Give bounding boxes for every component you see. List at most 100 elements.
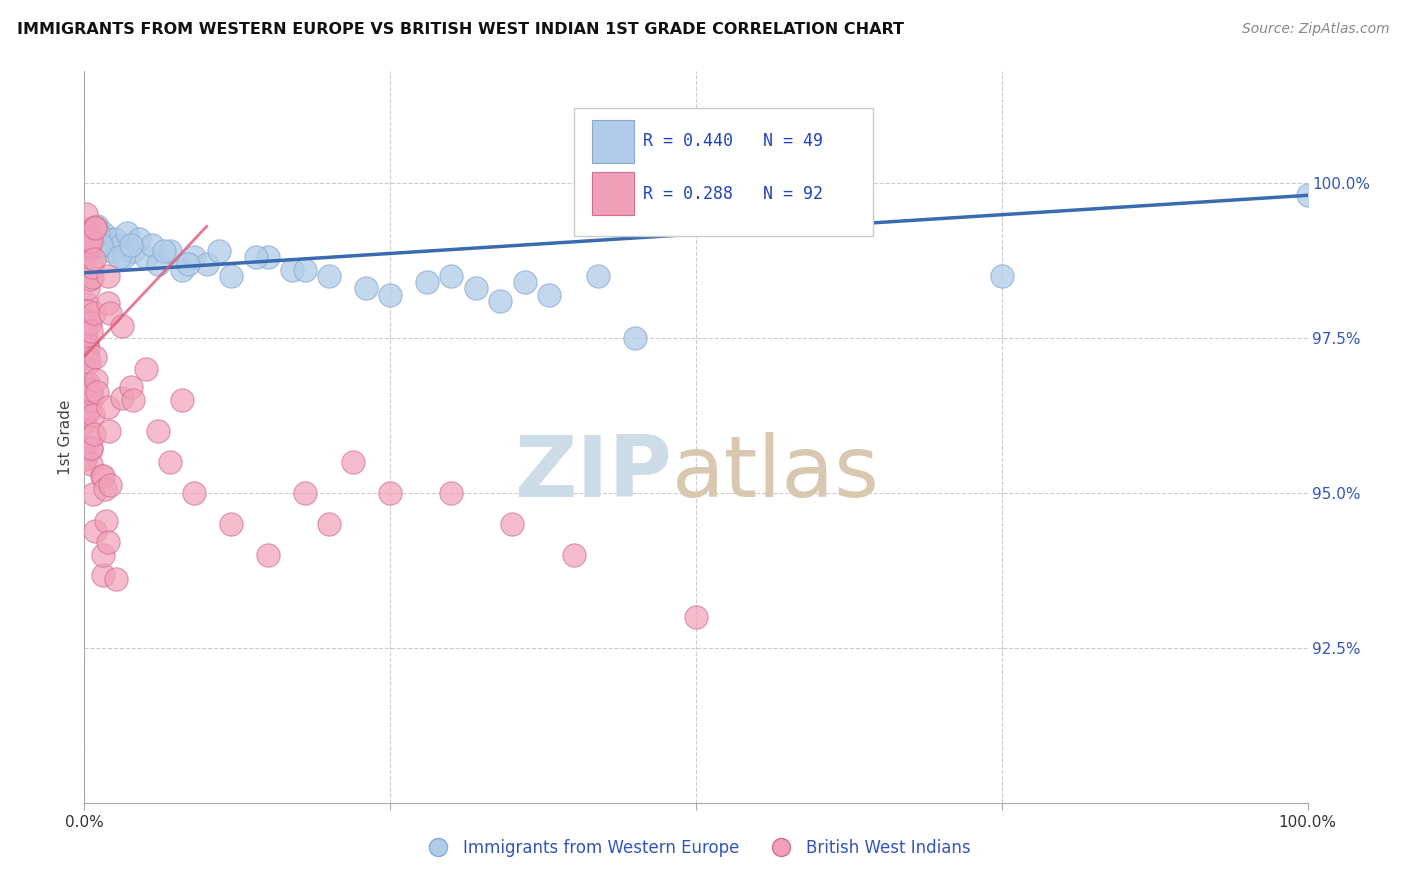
Point (135, 362, 157, 376)
Point (73, 250, 96, 264)
Point (110, 238, 132, 252)
Text: IMMIGRANTS FROM WESTERN EUROPE VS BRITISH WEST INDIAN 1ST GRADE CORRELATION CHAR: IMMIGRANTS FROM WESTERN EUROPE VS BRITIS… (17, 22, 904, 37)
Point (83, 306, 105, 320)
Point (76, 225, 98, 239)
Point (538, 287, 561, 301)
Point (115, 226, 138, 240)
Point (294, 486, 316, 500)
Point (122, 392, 145, 407)
Point (991, 268, 1014, 283)
Point (97, 269, 120, 284)
Point (82, 260, 104, 274)
Point (83, 219, 105, 234)
Point (318, 516, 340, 531)
Point (87, 226, 110, 240)
Point (112, 250, 135, 264)
Point (141, 238, 163, 252)
Point (195, 256, 218, 270)
Point (245, 250, 267, 264)
Point (83, 524, 105, 538)
Point (75, 451, 97, 466)
Point (77, 430, 100, 444)
Point (77, 238, 100, 252)
Point (489, 293, 512, 308)
Point (128, 232, 150, 246)
Point (75, 387, 97, 401)
Point (96, 232, 118, 246)
Point (513, 275, 536, 289)
Legend: Immigrants from Western Europe, British West Indians: Immigrants from Western Europe, British … (415, 832, 977, 864)
Point (79, 272, 101, 286)
Point (91, 469, 114, 483)
Point (98, 478, 121, 492)
Point (77, 354, 100, 368)
Point (80, 325, 103, 339)
Point (122, 244, 145, 259)
Point (84, 350, 107, 364)
Point (73, 451, 96, 466)
Point (87, 238, 110, 252)
Point (86, 219, 108, 234)
Point (82, 409, 104, 423)
Point (86, 385, 108, 400)
Point (146, 424, 169, 438)
Point (1296, 188, 1319, 202)
Point (75, 240, 97, 254)
Point (100, 244, 122, 259)
Point (79, 226, 101, 240)
Point (281, 262, 304, 277)
Point (586, 268, 609, 283)
Point (172, 262, 194, 277)
Point (120, 238, 142, 252)
Point (624, 331, 647, 345)
Point (380, 486, 402, 500)
Point (76, 296, 98, 310)
Point (80, 270, 103, 285)
Point (80, 441, 103, 455)
Point (75, 263, 97, 277)
Point (183, 250, 205, 264)
Point (75, 327, 97, 342)
Point (76, 336, 98, 351)
Point (80, 384, 103, 398)
Point (97, 400, 120, 414)
Point (76, 391, 98, 405)
Point (294, 262, 316, 277)
Point (97, 424, 120, 438)
Y-axis label: 1st Grade: 1st Grade (58, 400, 73, 475)
Point (82, 487, 104, 501)
Point (75, 440, 97, 454)
Point (153, 244, 176, 259)
Point (80, 386, 103, 401)
Point (354, 281, 377, 295)
Point (80, 234, 103, 248)
Point (318, 268, 340, 283)
Point (76, 303, 98, 318)
Point (90, 238, 112, 252)
Point (79, 393, 101, 408)
Point (416, 275, 439, 289)
Point (77, 281, 100, 295)
Point (79, 230, 101, 244)
Point (111, 319, 134, 334)
Point (80, 232, 103, 246)
Point (104, 573, 127, 587)
Text: Source: ZipAtlas.com: Source: ZipAtlas.com (1241, 22, 1389, 37)
Point (111, 392, 134, 406)
Point (75, 320, 97, 334)
Point (94, 514, 117, 528)
Point (73, 349, 96, 363)
Point (562, 548, 585, 562)
Point (77, 400, 100, 414)
Point (219, 516, 242, 531)
Point (79, 442, 101, 456)
Point (94, 482, 117, 496)
Point (76, 240, 98, 254)
Point (100, 306, 122, 320)
Point (159, 455, 181, 469)
Point (177, 256, 200, 270)
Point (464, 281, 486, 295)
Point (97, 534, 120, 549)
Point (79, 316, 101, 330)
Point (77, 233, 100, 247)
